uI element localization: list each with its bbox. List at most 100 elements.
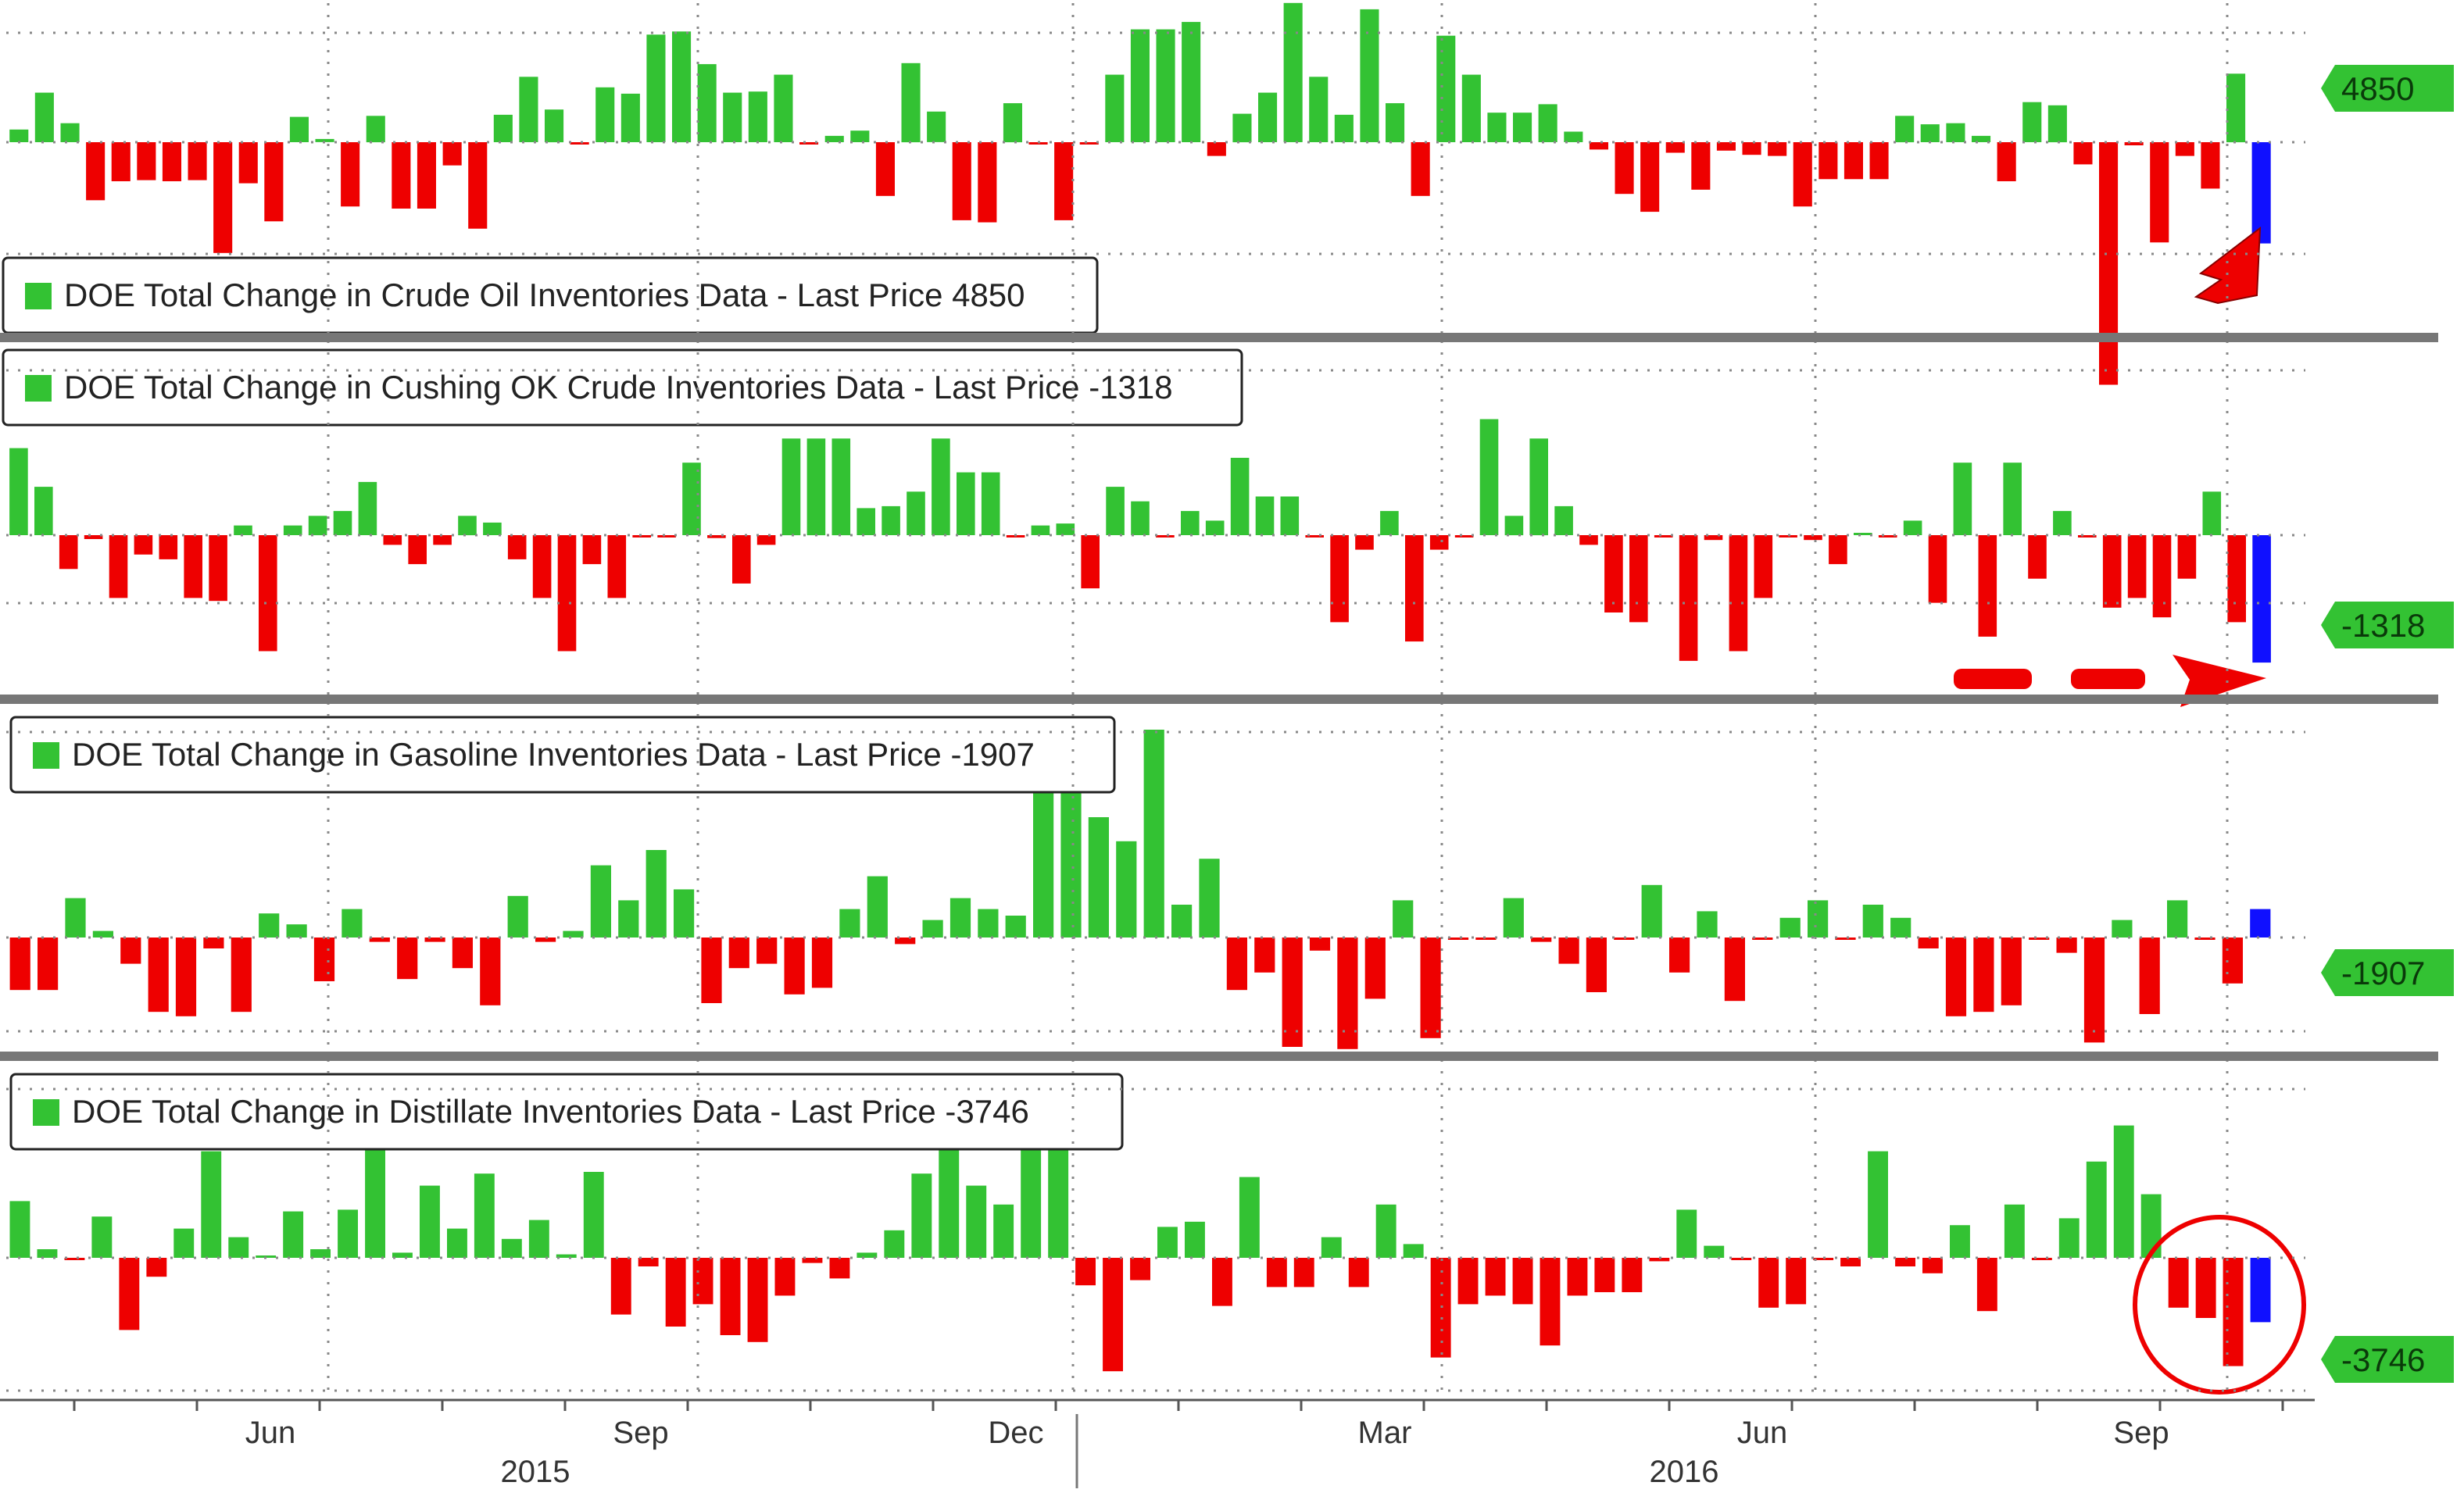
bar <box>1615 142 1634 195</box>
bar <box>1393 900 1414 938</box>
bar <box>1447 938 1469 940</box>
bar <box>1586 938 1607 992</box>
bar <box>310 1249 331 1258</box>
bar <box>493 114 513 142</box>
bar <box>92 930 113 938</box>
bar <box>1793 142 1812 207</box>
bar <box>856 1252 878 1258</box>
bar <box>1554 505 1573 535</box>
bar <box>927 111 946 142</box>
panel-separator <box>0 695 2438 704</box>
bar <box>1729 535 1748 652</box>
bar <box>1181 511 1200 535</box>
bar <box>2102 535 2122 608</box>
bar <box>1199 859 1220 938</box>
bar <box>646 850 667 938</box>
bar <box>1226 938 1247 991</box>
bar <box>610 1258 631 1315</box>
bar <box>2112 920 2133 938</box>
bar <box>2127 535 2147 598</box>
bar <box>682 462 701 535</box>
bar <box>134 535 153 555</box>
bar <box>570 142 589 145</box>
bar <box>1475 938 1497 940</box>
bar <box>811 938 833 988</box>
bar <box>1829 535 1847 565</box>
bar <box>1212 1258 1232 1306</box>
legend-swatch <box>25 375 52 402</box>
legend-box: DOE Total Change in Crude Oil Inventorie… <box>2 256 1099 334</box>
bar <box>213 142 233 253</box>
x-axis-month-label: Mar <box>1358 1416 1412 1450</box>
bar <box>1978 535 1997 637</box>
bar <box>408 535 427 565</box>
bar <box>1364 938 1386 999</box>
bar <box>452 938 473 969</box>
bar <box>1878 535 1897 538</box>
bar <box>824 135 844 142</box>
bar <box>1862 905 1883 938</box>
bar <box>1403 1244 1424 1258</box>
bar <box>234 525 252 535</box>
bar <box>2058 1218 2080 1258</box>
bar <box>1868 1151 1888 1258</box>
x-axis-month-label: Sep <box>613 1416 668 1450</box>
bar <box>369 938 390 942</box>
bar <box>657 535 676 538</box>
bar <box>907 491 925 535</box>
bar <box>732 535 751 584</box>
bar <box>1589 142 1608 150</box>
bar <box>1436 35 1456 143</box>
bar <box>557 535 577 652</box>
bar <box>203 938 224 948</box>
bar <box>1665 142 1685 153</box>
arrow-head <box>2173 655 2266 707</box>
bar <box>1258 92 1278 142</box>
bar <box>34 487 53 535</box>
bar <box>748 91 767 142</box>
bar <box>831 438 851 536</box>
bar <box>1654 535 1673 538</box>
bar <box>911 1173 932 1258</box>
bar <box>2078 535 2097 538</box>
bar <box>646 34 666 142</box>
bar <box>1512 1258 1533 1305</box>
bar <box>966 1185 987 1258</box>
bar <box>86 142 105 201</box>
bar <box>2226 73 2246 143</box>
bar <box>707 535 726 538</box>
bar <box>1973 938 1994 1012</box>
bar <box>1640 142 1660 212</box>
bar <box>1031 525 1050 535</box>
bar <box>146 1258 167 1277</box>
bar <box>620 93 640 142</box>
bar <box>747 1258 768 1342</box>
bar <box>2047 105 2067 143</box>
bar <box>1293 1258 1314 1288</box>
bar <box>978 909 999 938</box>
bar <box>338 1209 358 1258</box>
legend-frame <box>9 1073 1124 1151</box>
bar <box>922 920 943 938</box>
bar <box>9 129 29 142</box>
legend-swatch <box>33 742 59 769</box>
bar <box>632 535 651 538</box>
bar <box>1254 938 1275 973</box>
bar <box>1360 9 1379 143</box>
bar <box>1081 535 1100 589</box>
bar <box>433 535 452 545</box>
bar <box>756 535 776 545</box>
bar <box>1945 938 1967 1016</box>
bar <box>313 938 335 981</box>
bar <box>774 74 793 142</box>
bar <box>781 438 801 536</box>
bar <box>867 876 888 938</box>
bar <box>2177 535 2197 579</box>
bar <box>1835 938 1856 940</box>
bar <box>259 535 277 652</box>
bar <box>1779 917 1801 938</box>
bar <box>556 1254 577 1258</box>
panel-2: DOE Total Change in Cushing OK Crude Inv… <box>2 348 2454 707</box>
bar <box>308 516 327 536</box>
